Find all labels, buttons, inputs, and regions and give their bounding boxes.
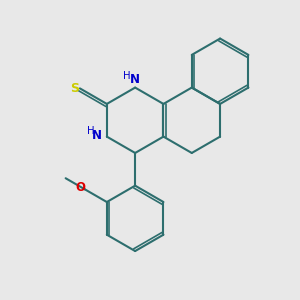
- Text: N: N: [92, 129, 102, 142]
- Text: H: H: [123, 71, 130, 81]
- Text: H: H: [87, 126, 94, 136]
- Text: S: S: [70, 82, 79, 95]
- Text: N: N: [130, 73, 140, 86]
- Text: O: O: [76, 182, 85, 194]
